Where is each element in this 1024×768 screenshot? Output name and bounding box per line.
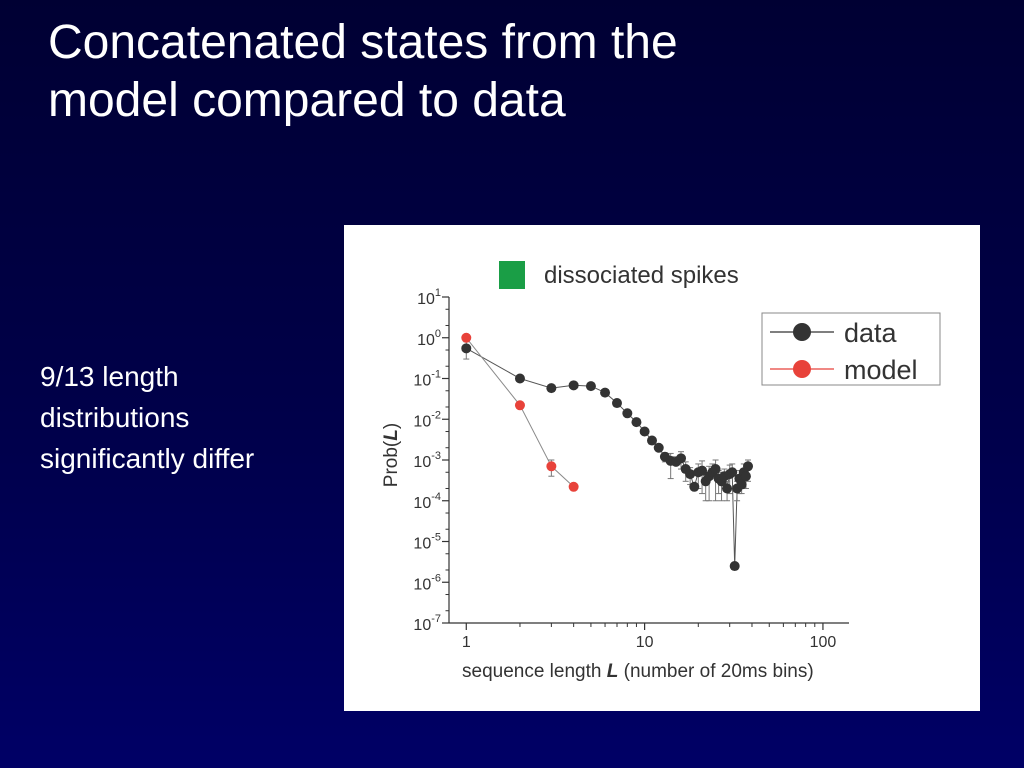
legend-marker-data xyxy=(793,323,811,341)
y-tick-label: 10-6 xyxy=(413,572,441,593)
legend-box xyxy=(761,312,941,386)
legend-label-data: data xyxy=(844,318,898,348)
x-tick-label: 10 xyxy=(636,634,654,651)
data-point xyxy=(514,400,525,411)
legend-label-model: model xyxy=(844,355,918,385)
x-tick-label: 100 xyxy=(810,634,837,651)
data-point xyxy=(514,373,525,384)
data-point xyxy=(611,398,622,409)
y-axis-label-var: L xyxy=(381,429,402,441)
legend-marker-model xyxy=(793,360,811,378)
slide-title-line-2: model compared to data xyxy=(48,74,566,127)
chart-title: dissociated spikes xyxy=(544,262,739,289)
data-point xyxy=(676,453,687,464)
y-tick-label: 10-1 xyxy=(413,369,441,390)
data-point xyxy=(461,332,472,343)
y-tick-label: 10-5 xyxy=(413,532,441,553)
x-tick-label: 1 xyxy=(462,634,471,651)
data-point xyxy=(639,426,650,437)
chart: dissociated spikes 10110010-110-210-310-… xyxy=(381,261,941,682)
bullet-line-3: significantly differ xyxy=(40,443,255,474)
y-tick-label: 10-2 xyxy=(413,409,441,430)
y-tick-label: 101 xyxy=(417,287,441,308)
data-point xyxy=(685,469,696,480)
data-point xyxy=(729,561,740,572)
y-tick-label: 10-3 xyxy=(413,450,441,471)
x-axis-label-var: L xyxy=(607,661,619,682)
y-tick-label: 100 xyxy=(417,328,441,349)
data-point xyxy=(740,471,751,482)
chart-title-marker xyxy=(499,261,525,289)
data-point xyxy=(710,464,721,475)
data-point xyxy=(461,343,472,354)
data-point xyxy=(546,383,557,394)
data-point xyxy=(585,381,596,392)
data-point xyxy=(600,387,611,398)
data-point xyxy=(646,435,657,446)
bullet-text: 9/13 length distributions significantly … xyxy=(40,356,330,479)
x-ticks: 1 10 100 xyxy=(462,623,837,651)
y-axis-label: Prob(L) xyxy=(381,423,402,487)
x-axis-label: sequence length L (number of 20ms bins) xyxy=(462,661,814,682)
y-ticks: 101 100 10-1 10-2 10-3 10-4 10-5 10-6 10-7 xyxy=(413,287,449,634)
data-point xyxy=(568,380,579,391)
slide-title: Concatenated states from the model compa… xyxy=(48,14,948,130)
bullet-line-1: 9/13 length xyxy=(40,361,179,392)
slide-title-line-1: Concatenated states from the xyxy=(48,16,678,69)
y-tick-label: 10-7 xyxy=(413,613,441,634)
legend: data model xyxy=(761,312,941,386)
data-point xyxy=(727,467,738,478)
chart-panel: dissociated spikes 101 100 10-1 10-2 10-3 10-… xyxy=(344,225,980,711)
series-model xyxy=(461,332,579,492)
series-data xyxy=(461,341,754,572)
data-point xyxy=(689,481,700,492)
series-line-model xyxy=(465,337,574,488)
bullet-line-2: distributions xyxy=(40,402,190,433)
series-line-data xyxy=(466,347,749,567)
data-point xyxy=(622,408,633,419)
data-point xyxy=(697,465,708,476)
data-point xyxy=(736,479,747,490)
series-layer xyxy=(461,332,754,572)
data-point xyxy=(743,461,754,472)
data-point xyxy=(653,442,664,453)
data-point xyxy=(568,481,579,492)
data-point xyxy=(722,483,733,494)
y-tick-label: 10-4 xyxy=(413,491,441,512)
data-point xyxy=(546,461,557,472)
data-point xyxy=(631,417,642,428)
